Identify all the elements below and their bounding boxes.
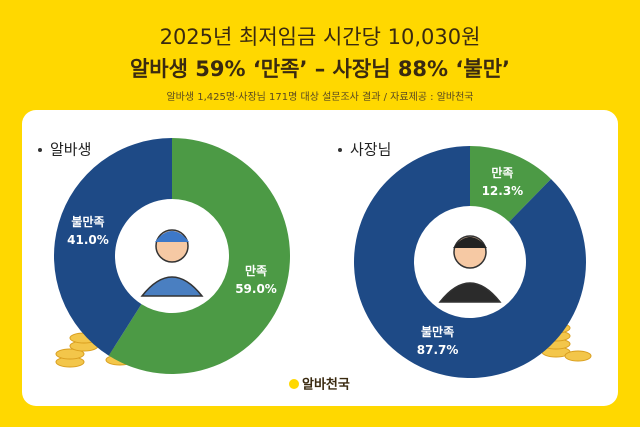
segment-name: 만족 (245, 263, 267, 278)
chart-title: 사장님 (350, 141, 391, 159)
segment-name: 불만족 (71, 214, 104, 229)
chart-title: 알바생 (50, 141, 91, 159)
segment-value: 59.0% (235, 282, 277, 296)
person-body (140, 276, 204, 297)
segment-value: 87.7% (417, 343, 459, 357)
title: 2025년 최저임금 시간당 10,030원 (160, 25, 481, 49)
note: 알바생 1,425명·사장님 171명 대상 설문조사 결과 / 자료제공 : … (166, 91, 473, 103)
headline: 알바생 59% ‘만족’ – 사장님 88% ‘불만’ (130, 57, 510, 81)
segment-value: 12.3% (482, 184, 524, 198)
segment-name: 불만족 (421, 324, 454, 339)
donut-segment (108, 138, 291, 374)
logo-icon (289, 379, 299, 389)
person-hair (453, 237, 487, 248)
segment-name: 만족 (491, 165, 513, 180)
title-bullet (338, 148, 342, 152)
logo-text: 알바천국 (302, 377, 350, 393)
donut-segment (53, 138, 172, 356)
person-hair (155, 231, 189, 242)
logo: 알바천국 (289, 377, 350, 393)
segment-value: 41.0% (67, 233, 109, 247)
person-body (438, 282, 502, 303)
donut-segment (470, 146, 551, 222)
title-bullet (38, 148, 42, 152)
donut-segment (354, 146, 586, 378)
